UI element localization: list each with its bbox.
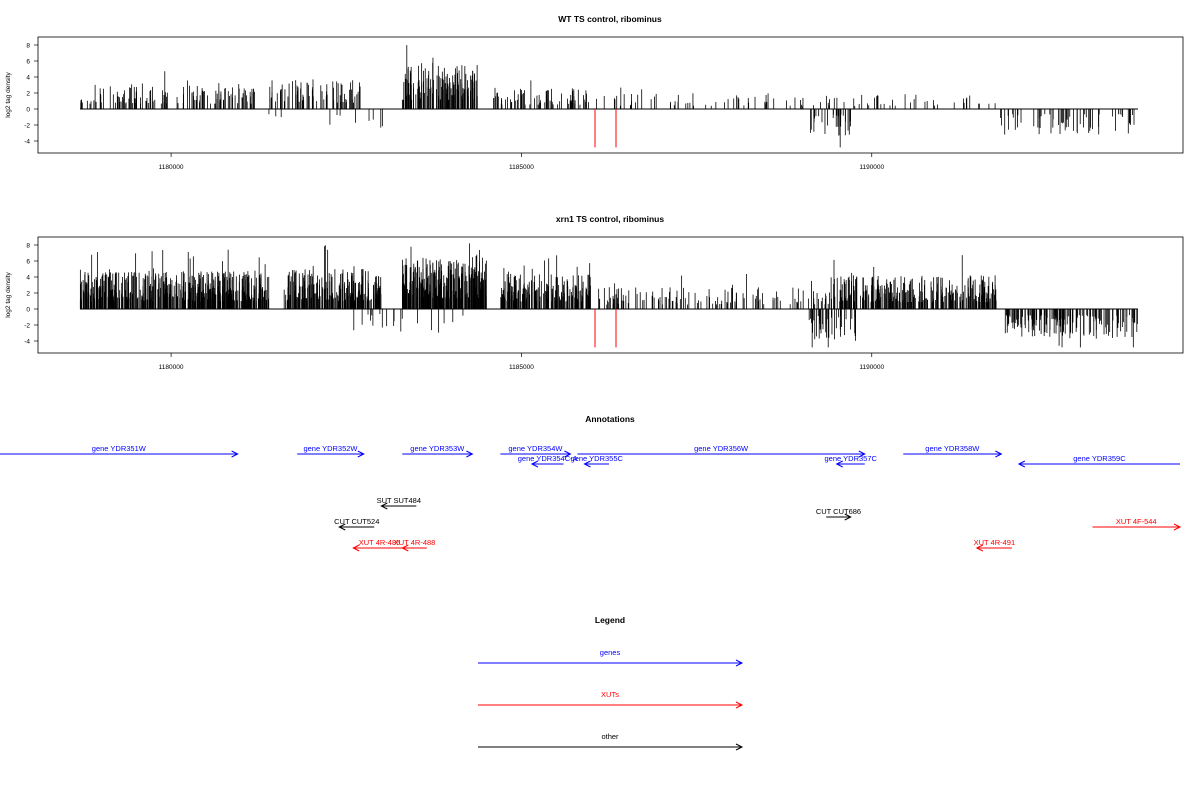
feature-label: XUT 4R-488 [394, 538, 436, 547]
annotation-feature: XUT 4R-485 [352, 538, 406, 552]
y-tick-label: 0 [26, 106, 30, 113]
legend-panel: Legend genes XUTs other [478, 615, 744, 751]
legend-label: genes [600, 648, 621, 657]
x-tick-label: 1185000 [509, 164, 534, 171]
legend-arrow-head [735, 743, 744, 751]
x-tick-label: 1190000 [859, 364, 884, 371]
legend-items: genes XUTs other [478, 648, 744, 751]
annotation-feature: XUT 4R-488 [394, 538, 436, 552]
feature-label: CUT CUT524 [334, 517, 379, 526]
y-tick-label: 6 [26, 258, 30, 265]
x-tick-label: 1190000 [859, 164, 884, 171]
annotations-title: Annotations [585, 414, 635, 424]
feature-label: gene YDR354W [508, 444, 563, 453]
feature-label: XUT 4R-485 [359, 538, 401, 547]
feature-label: gene YDR357C [825, 454, 878, 463]
feature-arrow-head [352, 544, 360, 552]
annotation-feature: gene YDR355C [571, 454, 624, 468]
wt-track-panel: WT TS control, ribominus log2 tag densit… [5, 14, 1184, 171]
feature-label: gene YDR358W [925, 444, 980, 453]
feature-label: SUT SUT484 [377, 496, 421, 505]
feature-arrow-head [231, 450, 239, 458]
feature-arrow-head [995, 450, 1003, 458]
xrn1-track-axes: -4 -2 0 2 4 6 8 1180000 1185000 1190000 [24, 242, 884, 371]
y-tick-label: -2 [24, 122, 30, 129]
annotation-feature: XUT 4R-491 [974, 538, 1016, 552]
feature-label: gene YDR356W [694, 444, 749, 453]
y-tick-label: 8 [26, 42, 30, 49]
wt-track-frame [37, 36, 1184, 154]
annotation-feature: gene YDR352W [297, 444, 365, 458]
y-tick-label: 4 [26, 74, 30, 81]
xrn1-track-frame [37, 236, 1184, 354]
annotation-feature: gene YDR351W [0, 444, 239, 458]
feature-arrow-head [380, 502, 388, 510]
feature-label: gene YDR353W [410, 444, 465, 453]
x-tick-label: 1180000 [159, 364, 184, 371]
y-tick-label: 2 [26, 290, 30, 297]
y-tick-label: -2 [24, 322, 30, 329]
feature-arrow-head [858, 450, 866, 458]
y-tick-label: -4 [24, 138, 30, 145]
annotation-feature: XUT 4F-544 [1092, 517, 1182, 531]
y-tick-label: 8 [26, 242, 30, 249]
feature-arrow-head [357, 450, 365, 458]
annotation-feature: gene YDR356W [577, 444, 866, 458]
x-tick-label: 1185000 [509, 364, 534, 371]
feature-arrow-head [466, 450, 474, 458]
feature-label: gene YDR352W [303, 444, 358, 453]
annotation-feature: CUT CUT686 [816, 507, 861, 521]
feature-arrow-head [564, 450, 572, 458]
legend-item: other [478, 732, 744, 751]
annotation-feature: gene YDR354C-A [518, 454, 578, 468]
wt-track-ylabel: log2 tag density [5, 71, 12, 117]
feature-arrow-head [530, 460, 539, 468]
legend-title: Legend [595, 615, 625, 625]
y-tick-label: 6 [26, 58, 30, 65]
legend-label: XUTs [601, 690, 619, 699]
legend-item: XUTs [478, 690, 744, 709]
feature-label: gene YDR359C [1073, 454, 1126, 463]
annotation-feature: gene YDR357C [825, 454, 878, 468]
feature-arrow-head [583, 460, 591, 468]
feature-arrow-head [401, 544, 409, 552]
y-tick-label: 4 [26, 274, 30, 281]
xrn1-track-bars [79, 243, 1138, 348]
y-tick-label: 0 [26, 306, 30, 313]
annotation-features: gene YDR351W gene YDR352W gene YDR353W gene… [0, 444, 1182, 552]
xrn1-track-title: xrn1 TS control, ribominus [556, 214, 664, 224]
feature-arrow-head [1173, 523, 1182, 531]
feature-label: XUT 4F-544 [1116, 517, 1157, 526]
feature-arrow-head [338, 523, 346, 531]
wt-track-title: WT TS control, ribominus [558, 14, 662, 24]
feature-arrow-head [835, 460, 843, 468]
annotation-feature: CUT CUT524 [334, 517, 379, 531]
legend-label: other [601, 732, 619, 741]
wt-track-axes: -4 -2 0 2 4 6 8 1180000 1185000 1190000 [24, 42, 884, 171]
x-tick-label: 1180000 [159, 164, 184, 171]
feature-label: gene YDR355C [571, 454, 624, 463]
feature-label: CUT CUT686 [816, 507, 861, 516]
xrn1-track-ylabel: log2 tag density [5, 271, 12, 317]
legend-arrow-head [735, 701, 744, 709]
y-tick-label: 2 [26, 90, 30, 97]
feature-arrow-head [975, 544, 984, 552]
annotation-feature: gene YDR353W [402, 444, 474, 458]
legend-item: genes [478, 648, 744, 667]
annotation-feature: gene YDR358W [903, 444, 1003, 458]
feature-arrow-head [844, 513, 852, 521]
feature-label: gene YDR354C-A [518, 454, 578, 463]
feature-arrow-head [1017, 460, 1026, 468]
legend-arrow-head [735, 659, 744, 667]
xrn1-track-panel: xrn1 TS control, ribominus log2 tag dens… [5, 214, 1184, 371]
annotation-feature: gene YDR359C [1017, 454, 1181, 468]
wt-track-bars [80, 45, 1138, 148]
annotation-feature: SUT SUT484 [377, 496, 421, 510]
y-tick-label: -4 [24, 338, 30, 345]
annotations-panel: Annotations gene YDR351W gene YDR352W gene… [0, 414, 1182, 552]
feature-label: XUT 4R-491 [974, 538, 1016, 547]
feature-label: gene YDR351W [92, 444, 147, 453]
annotation-feature: gene YDR354W [500, 444, 572, 458]
